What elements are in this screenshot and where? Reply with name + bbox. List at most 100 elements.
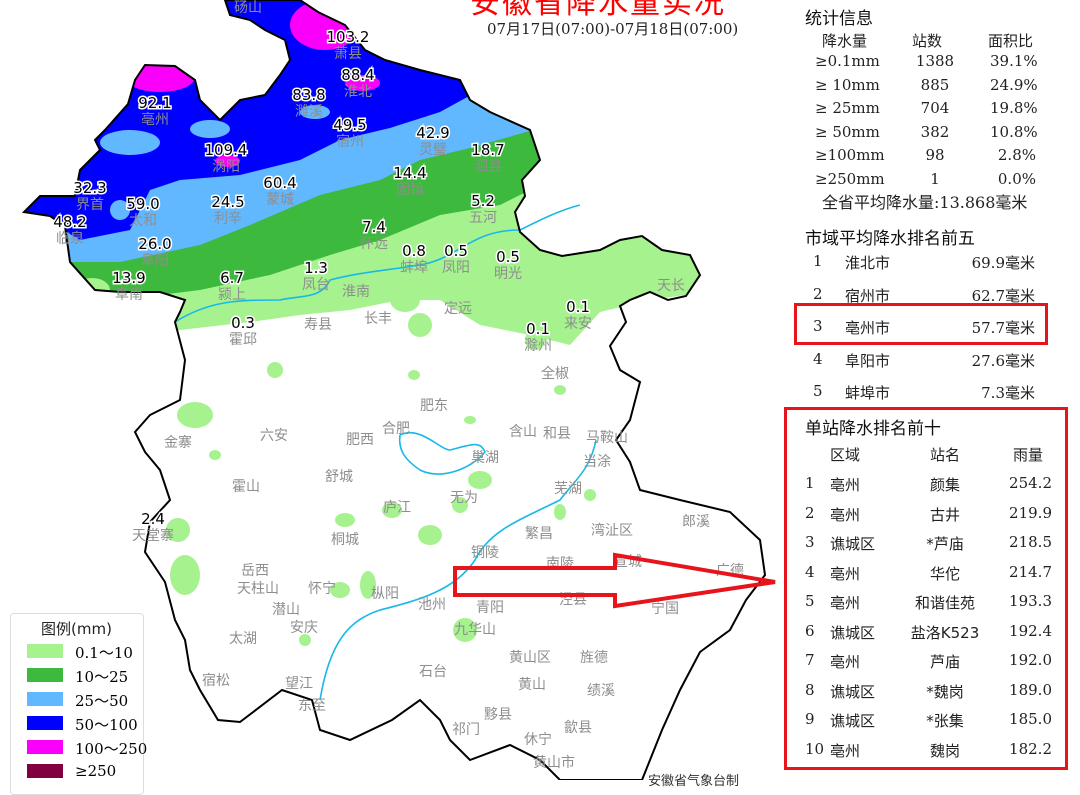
legend-label: 50～100 xyxy=(75,716,138,734)
light-rain-patch xyxy=(330,582,350,598)
station-region: 亳州 xyxy=(830,564,861,583)
station-value-label: 59.0 xyxy=(126,195,159,213)
city-average: 57.7毫米 xyxy=(971,319,1035,337)
stats-station-count: 382 xyxy=(920,122,950,141)
light-rain-patch xyxy=(382,502,402,518)
station-value-label: 109.4 xyxy=(205,141,248,159)
stats-area-ratio: 2.8% xyxy=(997,146,1036,164)
station-name-label: 濉溪 xyxy=(295,104,323,120)
light-rain-patch xyxy=(335,513,355,527)
legend-swatch xyxy=(27,644,63,658)
station-name-label: 涡阳 xyxy=(212,159,240,175)
station-value-label: 32.3 xyxy=(73,179,106,197)
place-label: 旌德 xyxy=(580,650,608,666)
station-name-label: 蚌埠 xyxy=(400,259,428,276)
station-name-label: 泗县 xyxy=(474,159,502,175)
place-label: 六安 xyxy=(260,428,288,444)
station-value-label: 0.1 xyxy=(526,320,550,338)
place-label: 铜陵 xyxy=(471,545,499,561)
station-region: 谯城区 xyxy=(830,623,876,642)
place-label: 繁昌 xyxy=(525,526,553,542)
place-label: 祁门 xyxy=(452,722,480,738)
legend-swatch xyxy=(27,764,63,778)
place-label: 肥西 xyxy=(346,432,374,448)
station-region: 谯城区 xyxy=(830,682,876,701)
place-label: 怀宁 xyxy=(308,580,336,597)
station-value-label: 14.4 xyxy=(393,164,426,182)
station-region: 亳州 xyxy=(830,476,861,494)
station-col-name: 站名 xyxy=(930,446,961,464)
light-rain-patch xyxy=(267,362,283,378)
legend-label: 0.1～10 xyxy=(75,644,133,662)
place-label: 九华山 xyxy=(454,622,496,638)
station-name-label: 五河 xyxy=(469,210,497,226)
place-label: 宁国 xyxy=(651,600,679,617)
station-name-label: 明光 xyxy=(494,266,522,282)
station-region: 亳州 xyxy=(830,741,861,760)
stats-col-amount: 降水量 xyxy=(822,32,868,50)
place-label: 庐江 xyxy=(383,500,411,516)
station-region: 亳州 xyxy=(830,505,861,524)
zone-patch xyxy=(190,120,230,138)
stats-area-ratio: 0.0% xyxy=(997,169,1036,188)
province-average: 全省平均降水量:13.868毫米 xyxy=(822,193,1028,212)
city-name: 淮北市 xyxy=(845,254,891,272)
station-name-label: 来安 xyxy=(564,316,592,332)
station-name: 盐洛K523 xyxy=(910,623,980,642)
place-label: 东至 xyxy=(298,698,326,714)
light-rain-patch xyxy=(408,370,420,380)
station-name-label: 天堂寨 xyxy=(132,527,174,544)
station-name: *魏岗 xyxy=(926,682,964,701)
lake-chaohu xyxy=(398,432,486,475)
light-rain-patch xyxy=(100,543,124,567)
arrow-annotation xyxy=(453,552,776,609)
station-name-label: 阜阳 xyxy=(141,252,169,269)
place-label: 砀山 xyxy=(234,0,262,16)
stats-heading: 统计信息 xyxy=(805,9,873,29)
legend-swatch xyxy=(27,716,63,730)
light-rain-patch xyxy=(166,518,190,542)
station-name-label: 滁州 xyxy=(524,338,552,354)
city-rank-heading: 市域平均降水排名前五 xyxy=(805,229,975,249)
station-name-label: 临泉 xyxy=(56,230,84,247)
legend-title: 图例(mm) xyxy=(41,620,112,638)
place-label: 马鞍山 xyxy=(586,430,628,446)
light-rain-patch xyxy=(177,402,213,428)
place-label: 太湖 xyxy=(229,631,257,647)
stats-area-ratio: 19.8% xyxy=(990,99,1038,117)
city-rank-number: 4 xyxy=(813,349,823,368)
station-region: 亳州 xyxy=(830,594,861,612)
station-name-label: 霍邱 xyxy=(229,332,257,348)
legend-item: ≥250 xyxy=(17,762,137,782)
zone-patch xyxy=(110,200,130,220)
station-value-label: 18.7 xyxy=(471,141,504,159)
city-name: 蚌埠市 xyxy=(845,384,891,402)
zone-patch xyxy=(345,75,380,91)
light-rain-patch xyxy=(209,450,221,460)
legend-swatch xyxy=(27,668,63,682)
light-rain-patch xyxy=(584,489,596,501)
station-name-label: 灵璧 xyxy=(419,141,447,158)
light-rain-patch xyxy=(554,385,566,395)
legend-swatch xyxy=(27,692,63,706)
station-value-label: 48.2 xyxy=(53,213,86,231)
place-label: 金寨 xyxy=(164,434,192,451)
stats-threshold: ≥250mm xyxy=(815,169,885,188)
station-rank-number: 10 xyxy=(805,739,825,758)
station-rank-number: 9 xyxy=(805,710,815,728)
city-rank-number: 1 xyxy=(813,252,823,270)
station-rainfall: 214.7 xyxy=(1009,562,1052,581)
legend-item: 10～25 xyxy=(17,666,137,686)
city-name: 亳州市 xyxy=(845,319,891,337)
legend: 图例(mm) 0.1～10 10～25 25～50 50～100 100～250 ≥250 xyxy=(10,613,147,795)
station-value-label: 5.2 xyxy=(471,192,495,210)
legend-item: 50～100 xyxy=(17,714,138,734)
station-name-label: 太和 xyxy=(129,213,157,229)
light-rain-patch xyxy=(453,618,477,642)
light-rain-patch xyxy=(468,471,492,489)
place-label: 当涂 xyxy=(583,454,611,470)
place-label: 天柱山 xyxy=(237,581,279,597)
station-value-label: 0.5 xyxy=(444,242,468,260)
light-rain-patch xyxy=(170,555,200,595)
station-rainfall: 192.0 xyxy=(1009,651,1052,669)
